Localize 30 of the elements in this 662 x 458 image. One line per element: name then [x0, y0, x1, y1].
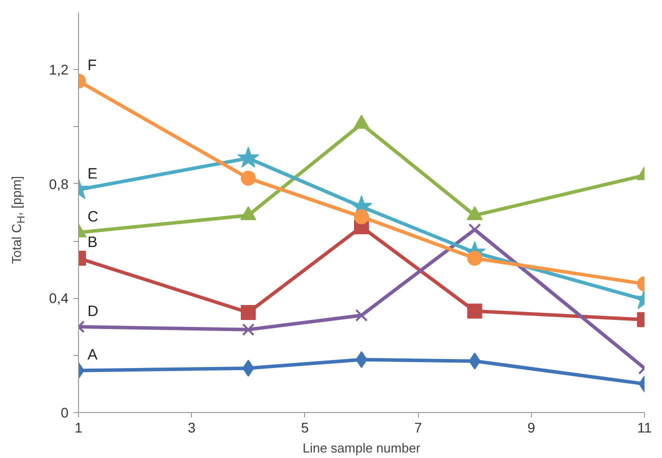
- y-tick-label: 0,8: [49, 176, 69, 192]
- point: [240, 170, 256, 186]
- x-tick-label: 11: [637, 420, 652, 436]
- point: [237, 146, 260, 168]
- point: [466, 206, 483, 220]
- point: [468, 223, 482, 236]
- point: [354, 114, 370, 129]
- series-label: D: [88, 302, 98, 320]
- x-tick-label: 3: [188, 420, 196, 436]
- x-tick-label: 7: [414, 420, 422, 436]
- point: [240, 305, 256, 320]
- point: [240, 206, 256, 220]
- point: [467, 304, 482, 319]
- y-tick-label: 1,2: [49, 62, 69, 78]
- x-axis-title: Line sample number: [302, 440, 422, 456]
- series-label: B: [88, 234, 98, 252]
- x-tick-label: 9: [527, 420, 536, 436]
- point: [468, 352, 481, 370]
- y-tick-label: 0,4: [49, 290, 69, 306]
- x-tick-label: 5: [301, 420, 310, 436]
- point: [242, 360, 254, 377]
- series-label: E: [88, 166, 98, 183]
- series-label: F: [88, 57, 97, 74]
- point: [355, 309, 368, 322]
- point: [242, 323, 255, 336]
- x-tick-label: 1: [74, 420, 83, 436]
- point: [354, 209, 369, 224]
- series-label: C: [88, 208, 98, 226]
- series-label: A: [88, 346, 98, 364]
- y-tick-label: 0: [60, 404, 69, 420]
